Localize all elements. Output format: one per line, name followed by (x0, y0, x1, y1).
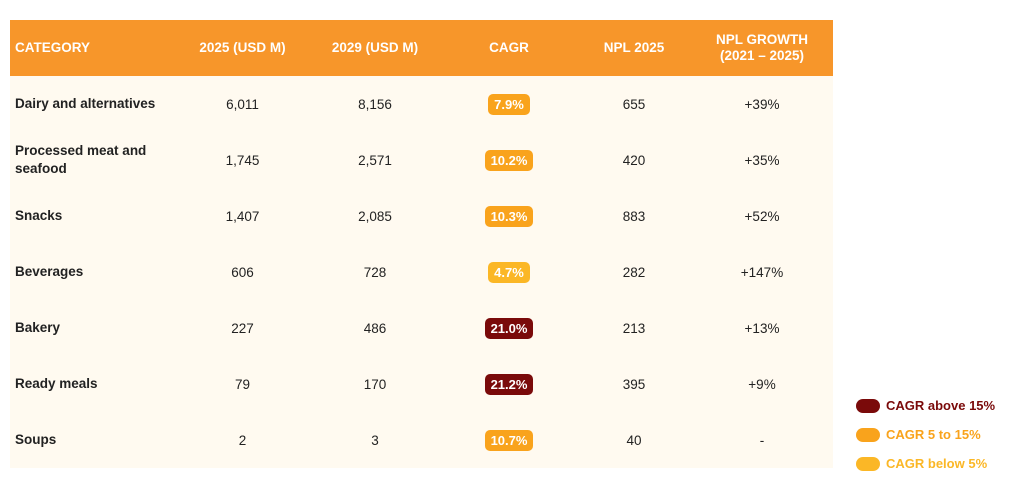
table-row: Soups 2 3 10.7% 40 - (10, 412, 833, 468)
cagr-cell: 21.0% (441, 300, 577, 356)
category-cell: Snacks (15, 208, 63, 223)
category-cell: Processed meat and seafood (15, 143, 147, 176)
legend-swatch (856, 456, 880, 471)
category-cell: Bakery (15, 320, 61, 335)
value-2025-cell: 79 (234, 376, 251, 392)
legend-item: CAGR above 15% (856, 391, 995, 420)
value-2025-cell: 1,745 (225, 152, 260, 168)
cagr-badge: 7.9% (488, 93, 530, 115)
legend-label: CAGR above 15% (886, 398, 996, 413)
header-npl-2025: NPL 2025 (603, 40, 665, 55)
cagr-badge: 21.2% (484, 373, 534, 395)
cagr-badge: 21.0% (484, 317, 534, 339)
category-cell: Dairy and alternatives (15, 96, 156, 111)
header-cagr: CAGR (489, 40, 529, 55)
legend-item: CAGR below 5% (856, 449, 995, 478)
value-2029-cell: 170 (363, 376, 387, 392)
category-cell: Soups (15, 432, 57, 447)
value-2025-cell: 1,407 (225, 208, 260, 224)
npl-2025-cell: 395 (622, 376, 646, 392)
table-row: Snacks 1,407 2,085 10.3% 883 +52% (10, 188, 833, 244)
value-2025-cell: 2 (238, 432, 247, 448)
value-2029-cell: 486 (363, 320, 387, 336)
table-body: Dairy and alternatives 6,011 8,156 7.9% 655 +… (10, 76, 833, 468)
legend-label: CAGR below 5% (886, 456, 988, 471)
table-row: Beverages 606 728 4.7% 282 +147% (10, 244, 833, 300)
category-cell: Ready meals (15, 376, 98, 391)
npl-2025-cell: 420 (622, 152, 646, 168)
legend-label: CAGR 5 to 15% (886, 427, 981, 442)
value-2025-cell: 227 (231, 320, 254, 336)
legend-swatch (856, 398, 880, 413)
cagr-cell: 10.2% (441, 132, 577, 188)
table-row: Bakery 227 486 21.0% 213 +13% (10, 300, 833, 356)
cagr-badge: 10.7% (484, 429, 534, 451)
value-2029-cell: 8,156 (358, 96, 392, 112)
npl-growth-cell: - (759, 432, 765, 448)
header-npl-growth: NPL GROWTH (2021 – 2025) (716, 32, 808, 63)
npl-growth-cell: +13% (744, 320, 780, 336)
value-2029-cell: 2,085 (358, 208, 392, 224)
value-2025-cell: 606 (231, 264, 254, 280)
npl-2025-cell: 655 (622, 96, 646, 112)
category-table: CATEGORY 2025 (USD M) 2029 (USD M) CAGR … (10, 20, 833, 468)
category-cell: Beverages (15, 264, 84, 279)
npl-2025-cell: 883 (622, 208, 646, 224)
value-2029-cell: 3 (371, 432, 379, 448)
value-2029-cell: 728 (363, 264, 387, 280)
cagr-cell: 10.7% (441, 412, 577, 468)
cagr-cell: 10.3% (441, 188, 577, 244)
value-2025-cell: 6,011 (226, 96, 259, 112)
header-2029: 2029 (USD M) (331, 40, 419, 55)
cagr-cell: 7.9% (441, 76, 577, 132)
table-row: Ready meals 79 170 21.2% 395 +9% (10, 356, 833, 412)
npl-growth-cell: +9% (748, 376, 776, 392)
legend-swatch (856, 427, 880, 442)
npl-growth-cell: +147% (740, 264, 784, 280)
cagr-cell: 21.2% (441, 356, 577, 412)
cagr-legend: CAGR above 15% CAGR 5 to 15% CAGR below 5% (856, 391, 995, 478)
cagr-badge: 10.2% (484, 149, 534, 171)
npl-2025-cell: 40 (626, 432, 642, 448)
cagr-badge: 10.3% (484, 205, 534, 227)
npl-2025-cell: 213 (622, 320, 646, 336)
cagr-cell: 4.7% (441, 244, 577, 300)
header-2025: 2025 (USD M) (199, 40, 286, 55)
npl-growth-cell: +35% (744, 152, 780, 168)
table-row: Dairy and alternatives 6,011 8,156 7.9% 655 +… (10, 76, 833, 132)
table-row: Processed meat and seafood 1,745 2,571 10.2… (10, 132, 833, 188)
table-header: CATEGORY 2025 (USD M) 2029 (USD M) CAGR … (10, 20, 833, 76)
header-category: CATEGORY (15, 40, 91, 55)
npl-2025-cell: 282 (622, 264, 646, 280)
value-2029-cell: 2,571 (358, 152, 392, 168)
npl-growth-cell: +39% (744, 96, 780, 112)
legend-item: CAGR 5 to 15% (856, 420, 995, 449)
npl-growth-cell: +52% (744, 208, 780, 224)
cagr-badge: 4.7% (488, 261, 530, 283)
